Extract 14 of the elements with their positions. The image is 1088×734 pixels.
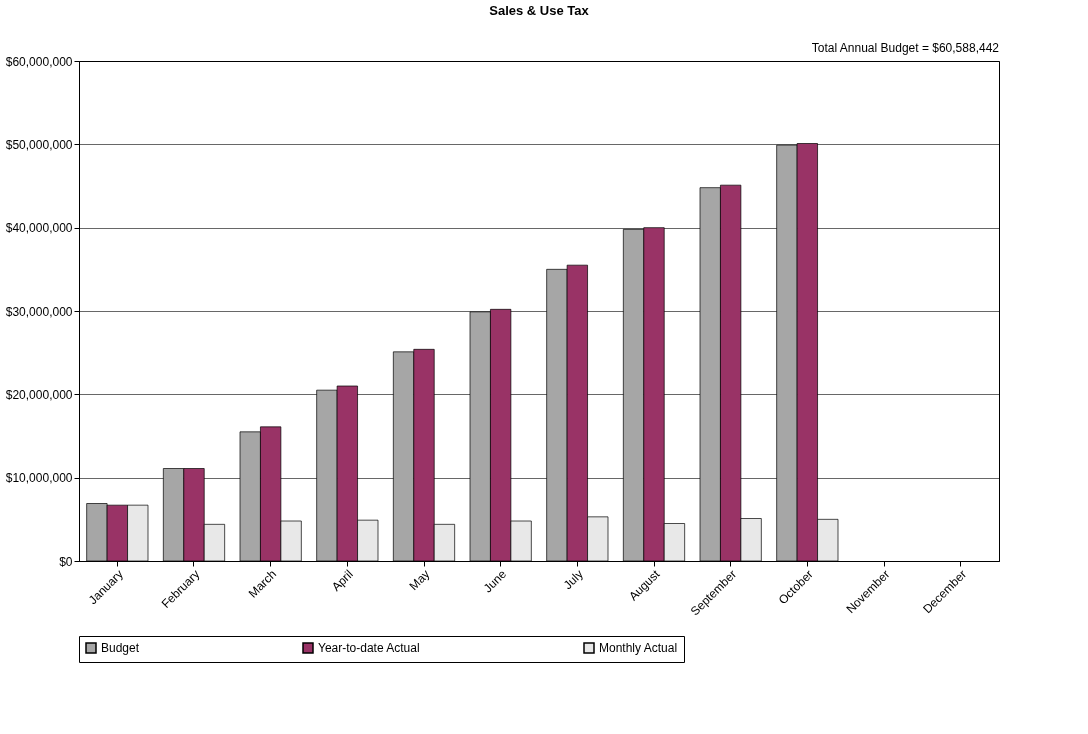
y-tick-label: $60,000,000 [5,54,73,69]
y-tick-label: $50,000,000 [5,137,73,152]
x-tick-label: May [406,567,433,594]
y-tick-label: $0 [59,554,73,569]
legend-label: Year-to-date Actual [318,641,420,655]
chart-title: Sales & Use Tax [489,3,590,18]
y-tick-label: $20,000,000 [5,387,73,402]
x-tick-label: July [560,567,586,593]
legend-label: Monthly Actual [599,641,678,655]
legend-label: Budget [101,641,140,655]
y-tick-label: $10,000,000 [5,471,73,486]
y-tick-label: $30,000,000 [5,304,73,319]
text: Total Annual Budget = $60,588,442 [811,41,1000,55]
y-tick-label: $40,000,000 [5,221,73,236]
